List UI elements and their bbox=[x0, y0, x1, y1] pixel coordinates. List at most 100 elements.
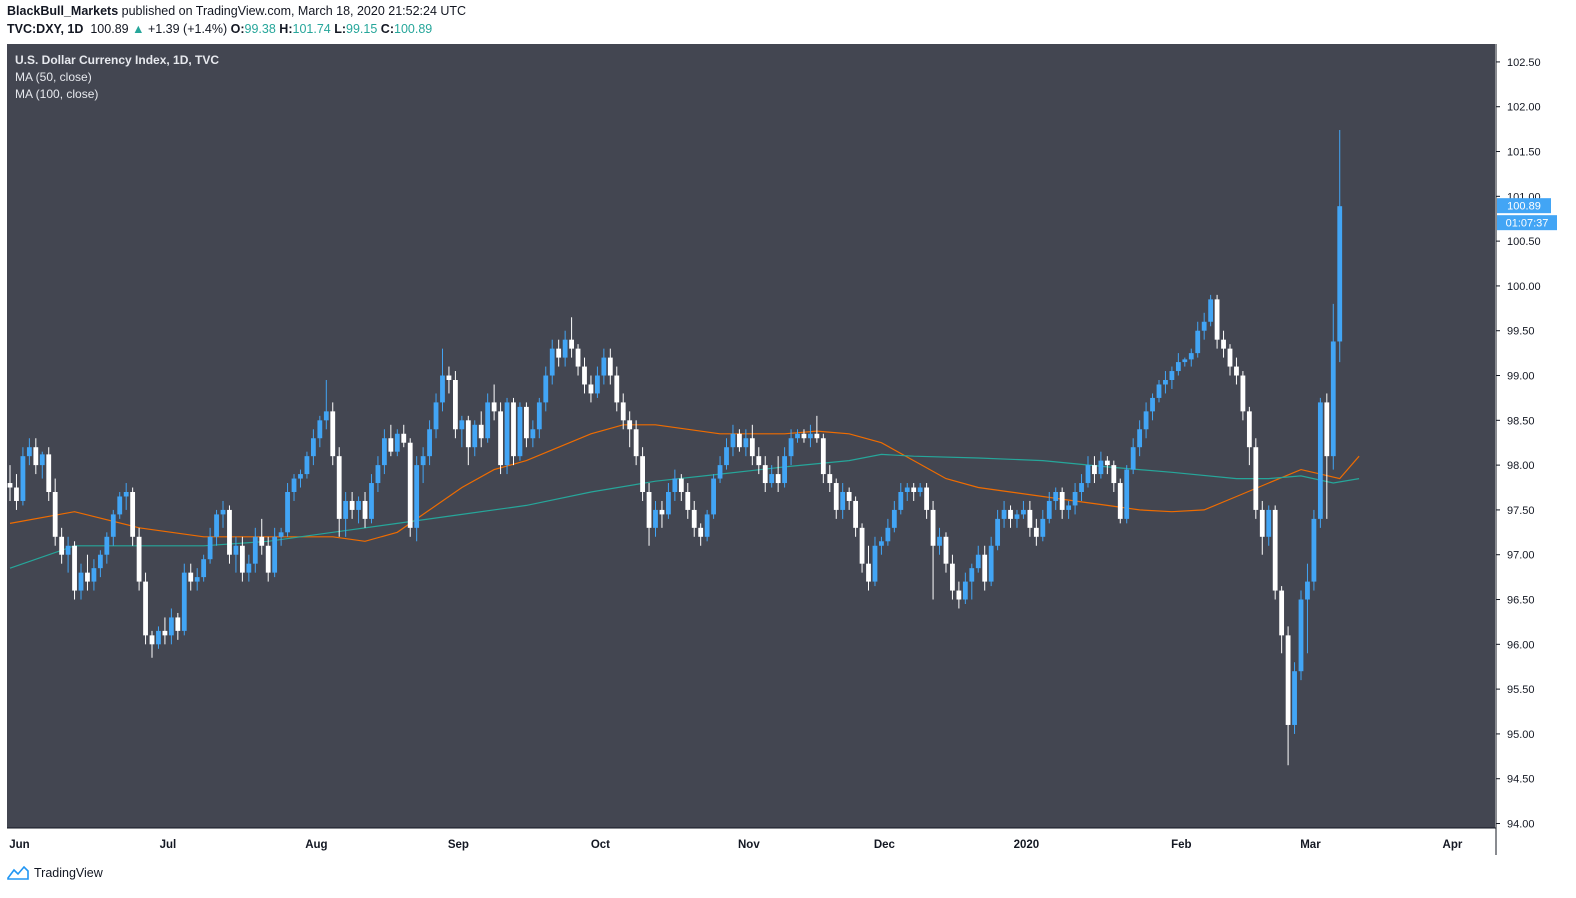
candle bbox=[259, 518, 265, 555]
candle bbox=[7, 465, 13, 501]
candle bbox=[808, 424, 813, 448]
x-tick-label: Oct bbox=[591, 839, 610, 851]
candle bbox=[156, 626, 161, 649]
candle bbox=[627, 411, 633, 448]
y-tick-label: 100.50 bbox=[1507, 236, 1541, 248]
candle bbox=[1033, 518, 1039, 546]
chart-legend: U.S. Dollar Currency Index, 1D, TVC MA (… bbox=[15, 52, 219, 103]
candle bbox=[646, 483, 652, 546]
price-chart[interactable]: 102.50102.00101.50101.00100.50100.0099.5… bbox=[0, 40, 1576, 860]
candle bbox=[1246, 406, 1252, 466]
y-tick-label: 97.00 bbox=[1507, 550, 1535, 562]
candle bbox=[1201, 312, 1207, 340]
candle bbox=[330, 402, 336, 466]
candle bbox=[1317, 397, 1323, 528]
candle bbox=[123, 483, 129, 510]
candle bbox=[917, 483, 923, 497]
candle bbox=[859, 523, 865, 573]
last-price-tag-text: 100.89 bbox=[1507, 201, 1541, 213]
candle bbox=[1150, 393, 1155, 421]
low-label: L: bbox=[334, 22, 347, 36]
candle bbox=[743, 429, 749, 457]
candle bbox=[1298, 590, 1304, 681]
candle bbox=[1072, 483, 1078, 515]
candle bbox=[1085, 456, 1091, 488]
candle bbox=[988, 536, 994, 587]
candle bbox=[104, 532, 110, 564]
candle bbox=[1092, 456, 1097, 484]
candle bbox=[1330, 303, 1336, 470]
candle bbox=[1066, 500, 1072, 519]
candle bbox=[866, 545, 871, 591]
candle bbox=[769, 465, 775, 488]
close-label: C: bbox=[380, 22, 394, 36]
y-tick-label: 94.00 bbox=[1507, 819, 1535, 831]
candle bbox=[78, 563, 84, 600]
publish-info: published on TradingView.com, March 18, … bbox=[121, 4, 467, 18]
candle bbox=[181, 563, 187, 636]
candle bbox=[1324, 393, 1330, 519]
y-tick-label: 102.50 bbox=[1507, 57, 1541, 69]
candle bbox=[582, 357, 587, 394]
candle bbox=[394, 429, 400, 457]
candle bbox=[1285, 626, 1291, 766]
candle bbox=[414, 456, 420, 542]
candle bbox=[1240, 371, 1246, 421]
candle bbox=[1098, 451, 1104, 479]
candle bbox=[737, 429, 742, 452]
x-tick-label: 2020 bbox=[1014, 839, 1040, 851]
candle bbox=[91, 559, 97, 591]
candle bbox=[504, 397, 510, 475]
candle bbox=[1227, 344, 1233, 376]
x-tick-label: Jun bbox=[9, 839, 29, 851]
y-tick-label: 101.50 bbox=[1507, 147, 1541, 159]
candle bbox=[801, 429, 807, 443]
candle bbox=[666, 483, 671, 519]
candle bbox=[775, 456, 781, 492]
legend-ma100[interactable]: MA (100, close) bbox=[15, 87, 99, 101]
legend-ma50[interactable]: MA (50, close) bbox=[15, 70, 92, 84]
candle bbox=[1104, 456, 1110, 475]
footer-brand[interactable]: TradingView bbox=[7, 866, 103, 880]
candle bbox=[1234, 357, 1239, 385]
candle bbox=[304, 451, 310, 479]
candle bbox=[168, 608, 174, 645]
candle bbox=[485, 393, 491, 443]
author-link[interactable]: BlackBull_Markets bbox=[7, 4, 119, 18]
candle bbox=[653, 500, 658, 537]
candle bbox=[239, 536, 245, 582]
candle bbox=[1143, 402, 1149, 439]
price-axis[interactable]: 102.50102.00101.50101.00100.50100.0099.5… bbox=[1496, 57, 1541, 831]
candle bbox=[1188, 348, 1194, 367]
close-value: 100.89 bbox=[394, 22, 433, 36]
candle bbox=[846, 487, 852, 510]
candle bbox=[188, 563, 194, 591]
candle bbox=[201, 554, 207, 582]
y-tick-label: 95.50 bbox=[1507, 684, 1535, 696]
candle bbox=[924, 483, 930, 519]
candle bbox=[1046, 492, 1052, 524]
y-tick-label: 102.00 bbox=[1507, 102, 1541, 114]
candle bbox=[704, 509, 710, 542]
candle bbox=[343, 492, 349, 537]
candle bbox=[962, 572, 968, 604]
candle bbox=[401, 424, 407, 448]
candle bbox=[872, 536, 878, 587]
candle bbox=[369, 474, 374, 524]
candle bbox=[252, 527, 258, 573]
candle bbox=[1214, 294, 1220, 349]
candle bbox=[1001, 500, 1007, 528]
candle bbox=[446, 366, 452, 394]
candle bbox=[246, 554, 252, 582]
last-price: 100.89 bbox=[90, 22, 129, 36]
high-value: 101.74 bbox=[292, 22, 331, 36]
candle bbox=[1182, 357, 1188, 367]
candle bbox=[39, 451, 45, 479]
candle bbox=[885, 518, 891, 546]
time-axis[interactable]: Jun Jul Aug Sep Oct Nov Dec 2020 Feb Mar Apr bbox=[9, 839, 1463, 851]
candle bbox=[511, 397, 516, 466]
plot-area[interactable] bbox=[7, 44, 1495, 828]
candle bbox=[420, 447, 426, 484]
candle bbox=[1266, 505, 1272, 546]
candle bbox=[1337, 130, 1343, 363]
